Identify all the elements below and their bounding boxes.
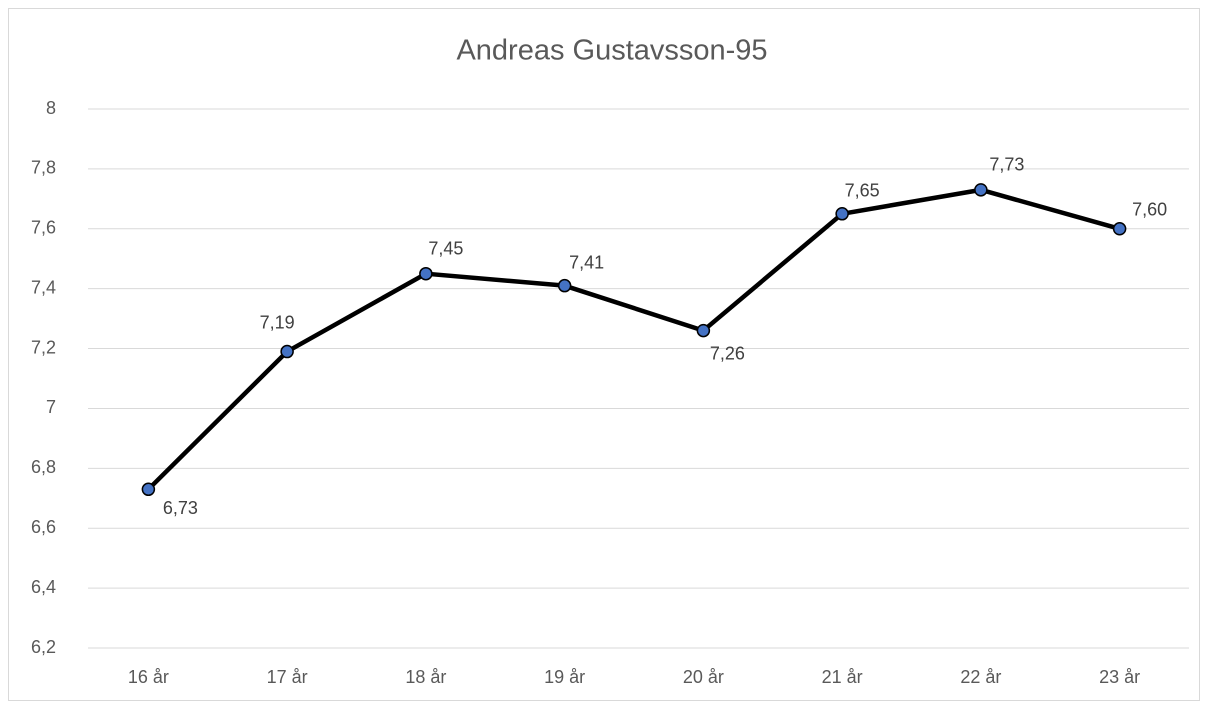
data-label: 7,26 [710, 343, 745, 363]
chart-border [8, 8, 1200, 701]
y-tick-label: 7,2 [31, 337, 56, 357]
data-label: 7,41 [569, 252, 604, 272]
y-tick-label: 6,8 [31, 457, 56, 477]
x-tick-label: 19 år [544, 667, 585, 687]
data-label: 7,60 [1132, 200, 1167, 220]
marker [141, 482, 156, 497]
marker [1112, 222, 1127, 236]
y-tick-label: 6,2 [31, 637, 56, 657]
marker [419, 266, 433, 281]
x-tick-label: 21 år [822, 667, 863, 687]
x-tick-label: 23 år [1099, 667, 1140, 687]
data-label: 7,73 [989, 155, 1024, 175]
line [146, 187, 1121, 491]
data-label: 7,19 [260, 312, 295, 332]
y-tick-label: 6,6 [31, 517, 56, 537]
y-tick-label: 7,6 [31, 218, 56, 238]
data-label: 7,45 [428, 238, 463, 258]
y-tick-label: 7 [46, 397, 56, 417]
marker [974, 183, 988, 197]
marker [280, 344, 294, 359]
x-tick-label: 17 år [267, 667, 308, 687]
x-tick-label: 22 år [960, 667, 1001, 687]
marker [835, 207, 849, 221]
y-tick-label: 6,4 [31, 577, 56, 597]
x-tick-label: 18 år [405, 667, 446, 687]
marker [557, 278, 572, 293]
x-tick-label: 16 år [128, 667, 169, 687]
y-tick-label: 7,8 [31, 158, 56, 178]
marker [696, 323, 711, 338]
y-tick-label: 7,4 [31, 277, 56, 297]
chart-title: Andreas Gustavsson-95 [456, 35, 767, 67]
data-label: 7,65 [845, 181, 880, 201]
data-label: 6,73 [163, 498, 198, 518]
y-tick-label: 8 [46, 98, 56, 118]
x-tick-label: 20 år [683, 667, 724, 687]
